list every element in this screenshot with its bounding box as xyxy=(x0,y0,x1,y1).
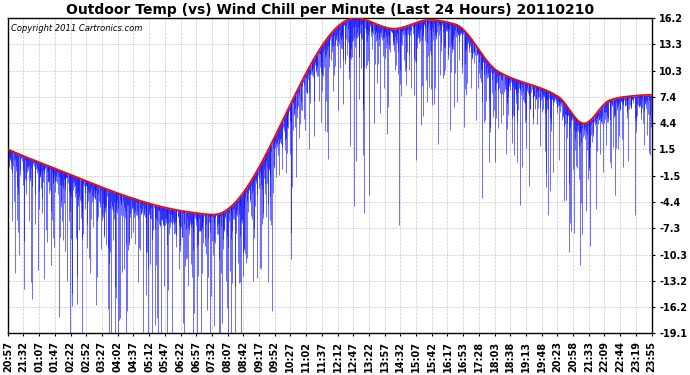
Text: Copyright 2011 Cartronics.com: Copyright 2011 Cartronics.com xyxy=(11,24,142,33)
Title: Outdoor Temp (vs) Wind Chill per Minute (Last 24 Hours) 20110210: Outdoor Temp (vs) Wind Chill per Minute … xyxy=(66,3,593,17)
